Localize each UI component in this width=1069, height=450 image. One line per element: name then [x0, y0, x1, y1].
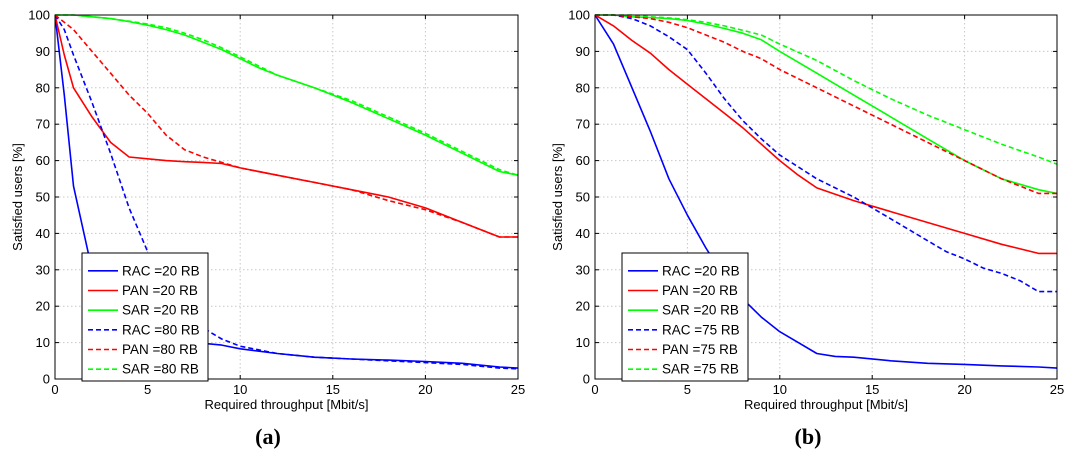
x-tick-label: 25 — [511, 382, 525, 397]
x-tick-label: 10 — [773, 382, 787, 397]
chart-panel-1: 0 5 10 15 20 25 0 10 20 30 40 50 60 70 80 90 100 Required… — [550, 8, 1064, 450]
y-tick-label: 20 — [36, 299, 50, 314]
y-tick-label: 100 — [28, 8, 50, 23]
y-axis-label: Satisfied users [%] — [10, 143, 25, 251]
y-tick-label: 40 — [576, 226, 590, 241]
y-tick-label: 30 — [36, 262, 50, 277]
legend-label: PAN =75 RB — [662, 342, 738, 357]
y-tick-label: 40 — [36, 226, 50, 241]
series-line-sar-80-rb — [55, 14, 518, 176]
legend-box — [81, 252, 209, 382]
y-tick-label: 10 — [36, 335, 50, 350]
series-line-rac-75-rb — [595, 14, 1057, 293]
legend-label: RAC =75 RB — [662, 322, 740, 337]
y-axis-label: Satisfied users [%] — [550, 143, 565, 251]
legend: RAC =20 RB PAN =20 RB SAR =20 RB RAC =80 RB… — [81, 252, 209, 382]
series-line-sar-75-rb — [595, 14, 1057, 165]
legend-label: RAC =20 RB — [122, 263, 200, 278]
series-line-rac-80-rb — [55, 14, 518, 370]
legend-box — [621, 252, 749, 382]
y-tick-label: 60 — [576, 153, 590, 168]
panel-label: (b) — [795, 424, 822, 449]
x-tick-label: 5 — [684, 382, 691, 397]
x-tick-label: 15 — [865, 382, 879, 397]
legend-label: RAC =80 RB — [122, 322, 200, 337]
x-axis-label: Required throughput [Mbit/s] — [744, 397, 908, 412]
y-tick-label: 60 — [36, 153, 50, 168]
series-line-pan-80-rb — [55, 14, 518, 238]
y-tick-label: 0 — [583, 372, 590, 387]
y-tick-label: 70 — [576, 117, 590, 132]
x-axis-label: Required throughput [Mbit/s] — [204, 397, 368, 412]
x-tick-label: 10 — [233, 382, 247, 397]
legend-label: PAN =20 RB — [122, 283, 198, 298]
y-tick-label: 80 — [576, 80, 590, 95]
legend-label: SAR =80 RB — [122, 362, 199, 377]
series-line-pan-20-rb — [595, 14, 1057, 255]
y-tick-label: 30 — [576, 262, 590, 277]
legend-label: PAN =80 RB — [122, 342, 198, 357]
x-tick-label: 0 — [51, 382, 58, 397]
y-tick-label: 90 — [576, 44, 590, 59]
legend-label: RAC =20 RB — [662, 263, 740, 278]
series-line-pan-20-rb — [55, 14, 518, 238]
y-tick-label: 100 — [568, 8, 590, 23]
legend: RAC =20 RB PAN =20 RB SAR =20 RB RAC =75 RB… — [621, 252, 749, 382]
y-tick-label: 10 — [576, 335, 590, 350]
x-tick-label: 20 — [957, 382, 971, 397]
x-tick-label: 5 — [144, 382, 151, 397]
legend-label: PAN =20 RB — [662, 283, 738, 298]
y-tick-label: 20 — [576, 299, 590, 314]
y-tick-label: 70 — [36, 117, 50, 132]
chart-panel-0: 0 5 10 15 20 25 0 10 20 30 40 50 60 70 80 90 100 Required… — [10, 8, 525, 450]
legend-label: SAR =75 RB — [662, 362, 739, 377]
legend-label: SAR =20 RB — [662, 303, 739, 318]
legend-label: SAR =20 RB — [122, 303, 199, 318]
y-tick-label: 0 — [43, 372, 50, 387]
y-tick-label: 90 — [36, 44, 50, 59]
x-tick-label: 20 — [418, 382, 432, 397]
series-line-pan-75-rb — [595, 14, 1057, 195]
panel-label: (a) — [255, 424, 281, 449]
x-tick-label: 15 — [326, 382, 340, 397]
x-tick-label: 25 — [1050, 382, 1064, 397]
x-tick-label: 0 — [591, 382, 598, 397]
y-tick-label: 80 — [36, 80, 50, 95]
y-tick-label: 50 — [576, 190, 590, 205]
y-tick-label: 50 — [36, 190, 50, 205]
series-line-rac-20-rb — [595, 14, 1057, 369]
